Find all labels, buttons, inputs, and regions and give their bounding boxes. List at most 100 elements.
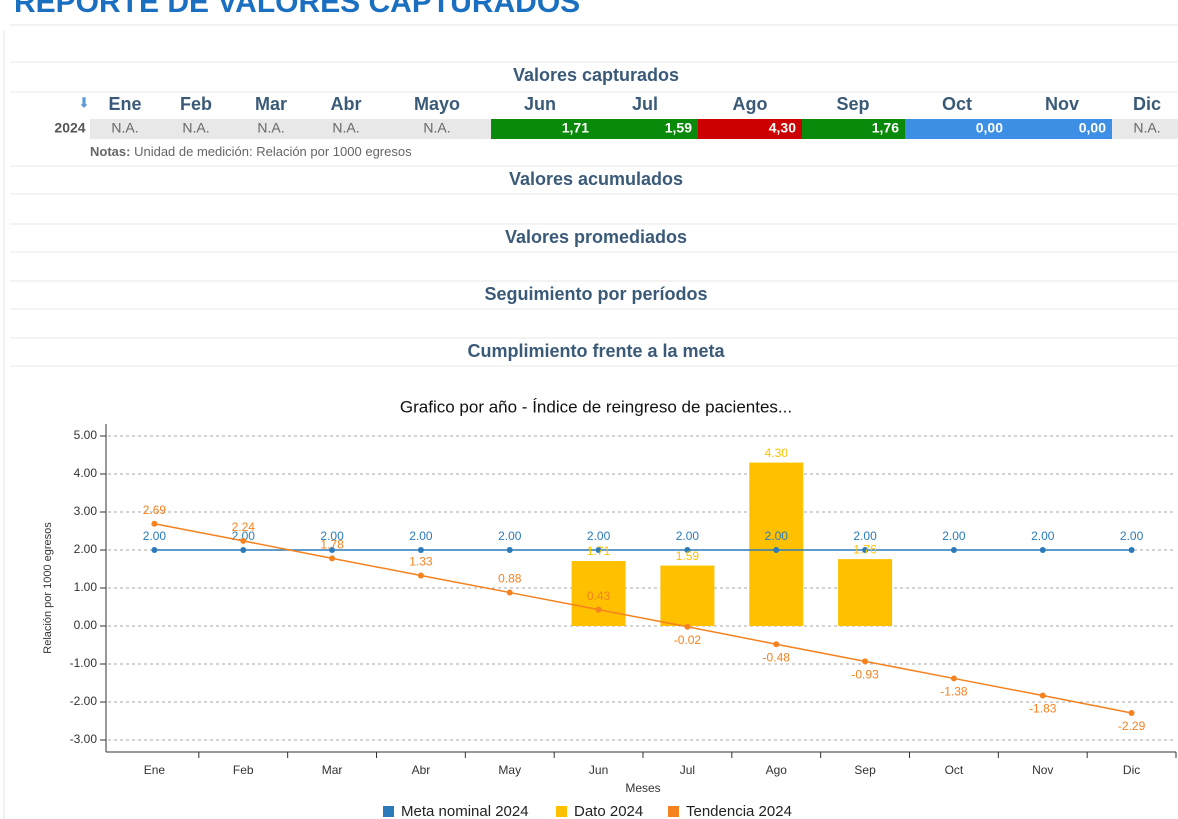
y-tick-label: -3.00 (70, 732, 98, 746)
legend-swatch[interactable] (668, 806, 679, 817)
value-cell (595, 119, 698, 139)
month-header: Mayo (414, 94, 460, 114)
page-title: REPORTE DE VALORES CAPTURADOS (14, 0, 580, 19)
year-label: 2024 (54, 120, 85, 136)
x-tick-label: Dic (1123, 763, 1140, 777)
data-label: 2.00 (1031, 529, 1055, 543)
legend-label[interactable]: Meta nominal 2024 (401, 803, 529, 819)
data-label: 0.88 (498, 572, 522, 586)
point (240, 537, 247, 544)
y-axis-label: Relación por 1000 egresos (42, 522, 54, 654)
y-tick-label: 2.00 (74, 542, 98, 556)
month-header: Feb (180, 94, 212, 114)
data-label: -0.48 (763, 650, 791, 664)
cell-value: N.A. (257, 120, 284, 136)
data-label: 2.00 (498, 529, 522, 543)
data-label: -0.93 (851, 668, 879, 682)
x-tick-label: Jul (680, 763, 695, 777)
point (950, 547, 957, 553)
value-cell (90, 119, 160, 139)
line (154, 523, 1132, 714)
point (417, 572, 424, 579)
data-label: 2.00 (320, 529, 344, 543)
bar (660, 565, 715, 626)
value-cell (698, 119, 802, 139)
y-tick-label: 4.00 (74, 466, 98, 480)
point (950, 675, 957, 682)
cell-value: 0,00 (1079, 120, 1106, 136)
data-label: 1.71 (587, 544, 611, 558)
data-label: 1.59 (676, 549, 700, 563)
point (329, 555, 336, 562)
data-label: 2.00 (143, 529, 167, 543)
point (506, 547, 513, 553)
value-cell (802, 119, 905, 139)
section-header[interactable]: Cumplimiento frente a la meta (467, 341, 725, 361)
month-header: Abr (331, 94, 362, 114)
point (595, 547, 602, 553)
legend-label[interactable]: Dato 2024 (574, 803, 643, 819)
y-tick-label: 0.00 (74, 618, 98, 632)
point (684, 547, 691, 553)
month-header: Nov (1045, 94, 1079, 114)
month-header: Oct (942, 94, 972, 114)
value-cell (233, 119, 309, 139)
cell-value: N.A. (1133, 120, 1160, 136)
chart-title: Grafico por año - Índice de reingreso de… (400, 397, 792, 416)
month-header: Jun (524, 94, 556, 114)
notes-text: Unidad de medición: Relación por 1000 eg… (134, 144, 412, 159)
data-label: 2.00 (942, 529, 966, 543)
data-label: 2.00 (765, 529, 789, 543)
x-tick-label: Oct (945, 763, 964, 777)
point (1039, 692, 1046, 699)
point (417, 547, 424, 553)
cell-value: 1,59 (665, 120, 692, 136)
value-cell (491, 119, 595, 139)
x-tick-label: Feb (233, 763, 254, 777)
y-tick-label: -2.00 (70, 694, 98, 708)
section-header[interactable]: Valores acumulados (509, 169, 683, 189)
data-label: 2.69 (143, 503, 167, 517)
data-label: -0.02 (674, 633, 702, 647)
month-header: Sep (836, 94, 869, 114)
point (1039, 547, 1046, 553)
data-label: 1.78 (320, 538, 344, 552)
x-tick-label: Nov (1032, 763, 1053, 777)
section-header[interactable]: Seguimiento por períodos (484, 284, 707, 304)
data-label: 4.30 (765, 446, 789, 460)
legend-swatch[interactable] (556, 806, 567, 817)
point (1128, 710, 1135, 717)
x-axis-label: Meses (625, 781, 660, 795)
sort-icon[interactable]: ⬇ (78, 95, 90, 111)
notes: Notas: Unidad de medición: Relación por … (90, 144, 412, 159)
y-tick-label: 5.00 (74, 428, 98, 442)
notes-text: Notas: (90, 144, 130, 159)
x-tick-label: Abr (412, 763, 431, 777)
legend-swatch[interactable] (383, 806, 394, 817)
point (1128, 547, 1135, 553)
data-label: 2.00 (676, 529, 700, 543)
x-tick-label: Ago (766, 763, 788, 777)
point (240, 547, 247, 553)
month-header: Jul (632, 94, 658, 114)
point (773, 641, 780, 648)
data-label: 2.00 (1120, 529, 1144, 543)
x-tick-label: May (498, 763, 521, 777)
data-label: -1.38 (940, 685, 968, 699)
section-header[interactable]: Valores capturados (513, 65, 679, 85)
month-header: Ago (733, 94, 768, 114)
month-header: Ene (108, 94, 141, 114)
cell-value: 1,76 (872, 120, 899, 136)
month-header: Mar (255, 94, 287, 114)
point (595, 606, 602, 613)
value-cell (384, 119, 491, 139)
point (684, 623, 691, 630)
legend-label[interactable]: Tendencia 2024 (686, 803, 792, 819)
value-cell (160, 119, 233, 139)
section-header[interactable]: Valores promediados (505, 227, 687, 247)
bar (838, 559, 893, 626)
data-label: 1.33 (409, 555, 433, 569)
point (773, 547, 780, 553)
data-label: 2.24 (232, 520, 256, 534)
